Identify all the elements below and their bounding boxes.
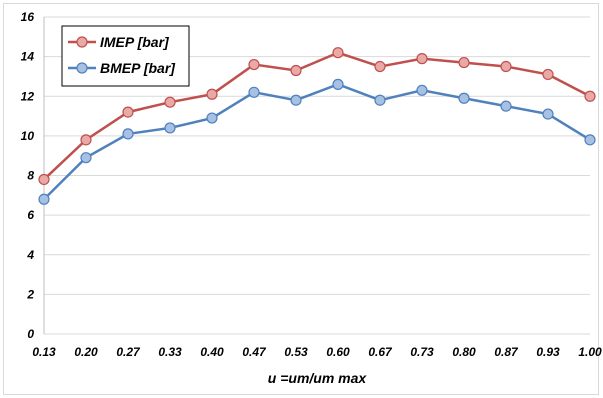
- data-point-bmep: [584, 134, 596, 146]
- y-tick-label: 10: [21, 129, 35, 143]
- data-point-bmep: [416, 84, 428, 96]
- x-tick-label: 0.60: [326, 345, 350, 359]
- data-point-imep: [458, 56, 470, 69]
- data-point-imep: [38, 173, 50, 186]
- x-tick-label: 0.27: [116, 345, 141, 359]
- series-line-bmep: [43, 83, 591, 201]
- legend-marker: [76, 62, 88, 74]
- x-tick-labels: 0.13 0.20 0.27 0.33 0.40 0.47 0.53 0.60 0.67 0.73…: [32, 345, 602, 359]
- legend-box: [61, 25, 190, 87]
- data-point-bmep: [122, 128, 134, 140]
- y-tick-label: 2: [26, 287, 34, 301]
- data-point-imep: [500, 60, 512, 73]
- legend: IMEP [bar] BMEP [bar]: [61, 25, 190, 87]
- data-point-bmep: [38, 193, 50, 205]
- data-point-bmep: [164, 122, 176, 134]
- x-tick-label: 0.53: [284, 345, 308, 359]
- x-tick-label: 0.80: [452, 345, 476, 359]
- data-point-imep: [332, 47, 344, 59]
- legend-marker: [76, 36, 88, 48]
- y-tick-label: 16: [21, 10, 35, 24]
- data-point-bmep: [500, 100, 512, 112]
- y-tick-labels: 0 2 4 6 8 10 12 14 16: [21, 10, 35, 341]
- data-point-bmep: [206, 112, 218, 124]
- data-point-bmep: [542, 108, 554, 120]
- x-tick-label: 0.93: [536, 345, 560, 359]
- legend-label: IMEP [bar]: [100, 34, 170, 50]
- data-point-imep: [290, 64, 302, 77]
- x-tick-label: 0.87: [494, 345, 519, 359]
- data-point-imep: [248, 58, 260, 71]
- x-tick-label: 0.67: [368, 345, 393, 359]
- data-point-imep: [416, 53, 428, 65]
- data-point-imep: [122, 106, 134, 118]
- y-tick-label: 8: [27, 169, 34, 183]
- data-point-imep: [542, 68, 554, 81]
- data-point-bmep: [248, 86, 260, 98]
- data-point-bmep: [458, 92, 470, 104]
- x-tick-label: 0.13: [32, 345, 56, 359]
- y-tick-label: 6: [27, 208, 34, 222]
- y-tick-label: 14: [21, 50, 35, 64]
- data-point-imep: [584, 90, 596, 102]
- data-point-imep: [374, 60, 386, 73]
- y-tick-label: 12: [21, 89, 35, 103]
- y-tick-label: 4: [26, 248, 34, 262]
- data-point-imep: [164, 96, 176, 108]
- x-tick-label: 0.47: [242, 345, 267, 359]
- x-axis-title: u =um/um max: [268, 370, 368, 386]
- series-layer: [38, 47, 596, 205]
- data-point-bmep: [374, 94, 386, 106]
- data-point-imep: [80, 134, 92, 146]
- data-point-bmep: [80, 152, 92, 164]
- y-tick-label: 0: [27, 327, 34, 341]
- series-line-imep: [43, 51, 591, 181]
- x-tick-label: 0.73: [410, 345, 434, 359]
- x-tick-label: 0.33: [158, 345, 182, 359]
- data-point-imep: [206, 88, 218, 100]
- data-point-bmep: [332, 78, 344, 90]
- x-tick-label: 1.00: [578, 345, 602, 359]
- data-point-bmep: [290, 94, 302, 106]
- legend-label: BMEP [bar]: [100, 60, 176, 76]
- x-tick-label: 0.40: [200, 345, 224, 359]
- x-tick-label: 0.20: [74, 345, 98, 359]
